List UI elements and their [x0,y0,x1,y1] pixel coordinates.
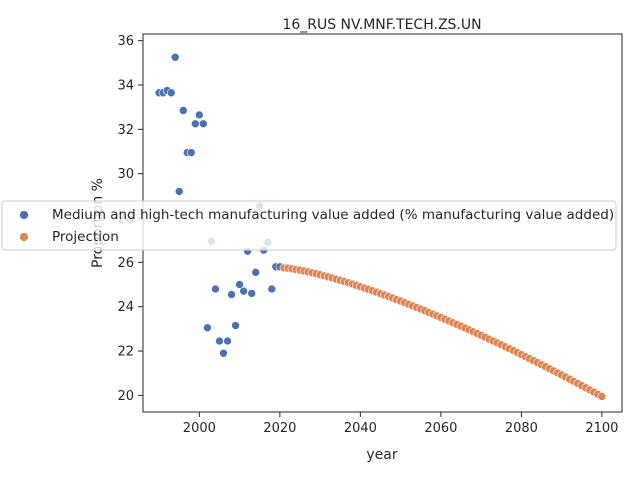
observed-point [215,336,224,346]
observed-point [231,321,240,330]
y-tick-label: 26 [117,256,134,271]
observed-point [251,268,261,277]
legend-label-observed: Medium and high-tech manufacturing value… [52,207,614,223]
y-tick-label: 20 [117,389,134,404]
data-points [154,52,607,401]
observed-point [166,88,176,98]
y-tick-label: 32 [117,123,134,138]
y-tick-label: 22 [117,345,134,360]
x-axis-ticks: 2000 2020 2040 2060 2080 2100 [183,412,618,436]
legend-label-projection: Projection [52,229,119,245]
legend-marker-projection [19,232,29,242]
observed-point [178,106,188,115]
y-tick-label: 34 [117,78,134,93]
observed-point [199,119,208,129]
observed-point [174,187,184,196]
legend-marker-observed [19,210,29,220]
observed-point [187,148,196,157]
observed-point [223,336,232,346]
chart-title: 16_RUS NV.MNF.TECH.ZS.UN [282,17,481,33]
observed-point [239,286,248,296]
observed-point [235,280,244,289]
observed-point [227,290,236,299]
y-tick-label: 36 [117,34,134,49]
x-tick-label: 2060 [424,421,457,436]
observed-point [195,110,204,120]
observed-point [191,119,200,129]
x-tick-label: 2020 [263,421,296,436]
observed-point [219,348,228,358]
y-axis-ticks: 202224262830323436 [117,34,143,404]
legend-box [1,200,617,251]
observed-point [203,323,212,333]
observed-point [267,284,277,294]
x-axis-label: year [366,447,397,463]
x-tick-label: 2100 [585,421,618,436]
x-tick-label: 2080 [505,421,538,436]
y-tick-label: 24 [117,300,134,315]
projection-point [597,392,607,401]
observed-point [170,52,180,62]
observed-point [211,284,220,294]
x-tick-label: 2000 [183,421,216,436]
observed-point [247,289,256,298]
y-tick-label: 30 [117,167,134,182]
legend: Medium and high-tech manufacturing value… [1,200,617,251]
x-tick-label: 2040 [344,421,377,436]
